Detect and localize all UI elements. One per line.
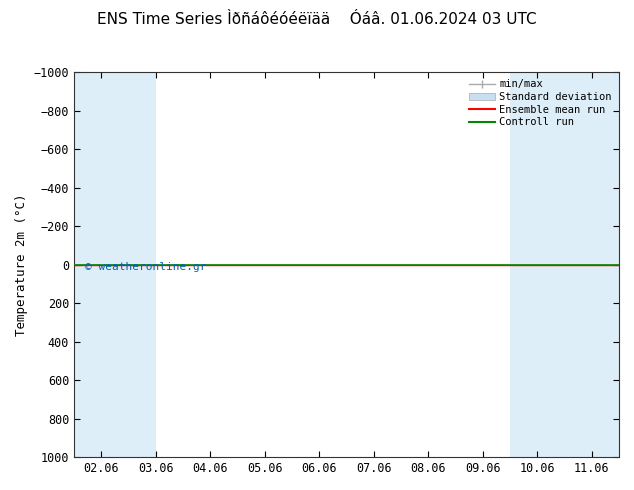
Bar — [510, 72, 619, 457]
Bar — [619, 72, 634, 457]
Bar — [74, 72, 156, 457]
Y-axis label: Temperature 2m (°C): Temperature 2m (°C) — [15, 194, 28, 336]
Text: © weatheronline.gr: © weatheronline.gr — [85, 262, 207, 271]
Legend: min/max, Standard deviation, Ensemble mean run, Controll run: min/max, Standard deviation, Ensemble me… — [467, 77, 614, 129]
Text: ENS Time Series Ìðñáôéóéëïää    Óáâ. 01.06.2024 03 UTC: ENS Time Series Ìðñáôéóéëïää Óáâ. 01.06.… — [97, 12, 537, 27]
